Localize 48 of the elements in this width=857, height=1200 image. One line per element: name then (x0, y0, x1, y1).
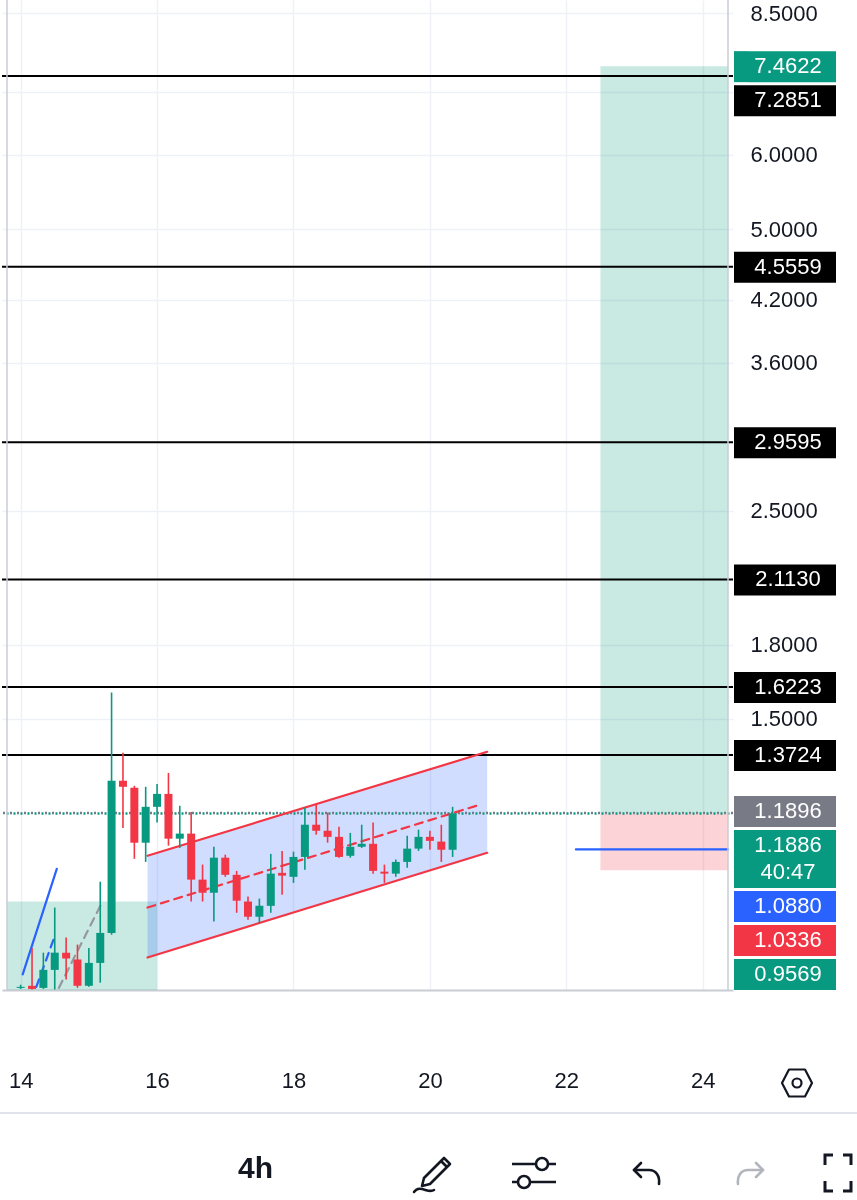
ref-line-label: 2.1130 (755, 566, 821, 592)
legend-label: 1.0880 (754, 893, 822, 918)
candlestick (312, 803, 321, 836)
x-tick-label: 18 (281, 1067, 307, 1093)
candlestick (380, 863, 389, 884)
candlestick (84, 947, 93, 988)
candlestick (334, 826, 343, 859)
candlestick (28, 947, 37, 991)
candlestick (198, 863, 207, 903)
y-tick-label: 3.6000 (750, 350, 818, 376)
candlestick (221, 853, 230, 878)
legend-label: 0.9569 (754, 961, 822, 986)
ref-line-label: 1.6223 (754, 673, 822, 699)
x-tick-label: 22 (554, 1067, 580, 1093)
candlestick (425, 829, 434, 851)
x-tick-label: 14 (8, 1067, 34, 1093)
candlestick (39, 951, 48, 990)
x-tick-label: 16 (145, 1067, 170, 1093)
text: 4h (238, 1151, 274, 1185)
ref-line-label: 1.3724 (754, 741, 822, 767)
legend-label: 7.4622 (754, 53, 822, 79)
candlestick (403, 834, 412, 869)
ref-line-label: 4.5559 (754, 253, 822, 279)
candlestick (289, 850, 298, 884)
y-tick-label: 4.2000 (750, 287, 818, 313)
candlestick (346, 832, 355, 859)
ref-line-label: 2.9595 (754, 429, 822, 455)
legend-label: 1.1886 40:47 (754, 832, 822, 884)
y-tick-label: 5.0000 (750, 216, 818, 242)
y-tick-label: 1.5000 (750, 706, 818, 732)
candlestick (323, 811, 332, 844)
ref-line-label: 1.1896 (754, 798, 822, 823)
x-tick-label: 20 (418, 1067, 443, 1093)
candlestick (357, 823, 366, 849)
candlestick (118, 751, 127, 829)
candlestick (243, 895, 252, 921)
y-tick-label: 6.0000 (750, 142, 818, 168)
y-tick-label: 8.5000 (750, 0, 818, 26)
x-tick-label: 24 (691, 1067, 716, 1093)
candlestick (437, 823, 446, 863)
legend-label: 1.0336 (754, 927, 822, 952)
ref-line-label: 7.2851 (754, 87, 822, 113)
candlestick (414, 828, 423, 852)
candlestick (255, 897, 264, 924)
candlestick (50, 906, 59, 991)
y-tick-label: 2.5000 (750, 498, 818, 524)
y-tick-label: 1.8000 (750, 632, 818, 658)
candlestick (278, 850, 287, 896)
